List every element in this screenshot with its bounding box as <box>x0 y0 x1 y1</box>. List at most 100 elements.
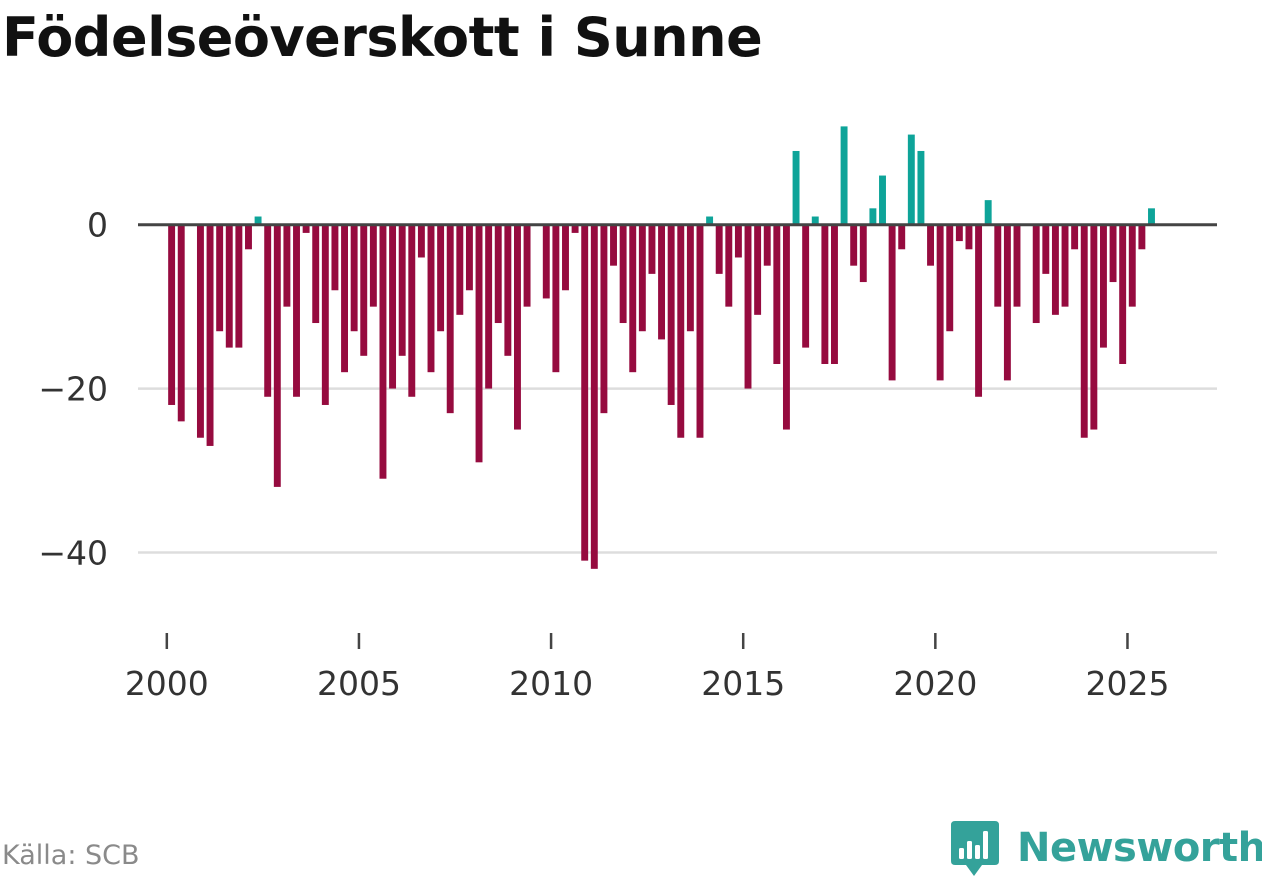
bar-2001-q2 <box>216 224 224 332</box>
bar-2002-q3 <box>264 224 272 397</box>
bar-2015-q1 <box>744 224 752 389</box>
bar-2001-q3 <box>225 224 233 348</box>
bar-2013-q1 <box>667 224 675 405</box>
bar-2000-q4 <box>196 224 204 438</box>
x-axis: 2000 2005 2010 2015 2020 2025 <box>125 633 1169 703</box>
bar-2006-q2 <box>408 224 416 397</box>
bar-2001-q4 <box>235 224 243 348</box>
bar-2014-q1 <box>706 216 714 225</box>
bar-2009-q1 <box>514 224 521 430</box>
bar-2006-q4 <box>427 224 435 373</box>
bar-2000-q1 <box>168 224 176 405</box>
bar-2020-q2 <box>946 224 954 332</box>
bar-2017-q3 <box>840 126 848 225</box>
bar-2004-q1 <box>321 224 329 405</box>
bars <box>168 126 1155 569</box>
bar-2016-q3 <box>802 224 810 348</box>
chart-title: Födelseöverskott i Sunne <box>2 6 763 69</box>
bar-2025-q1 <box>1128 224 1136 307</box>
bar-2007-q3 <box>456 224 464 315</box>
bar-2017-q1 <box>821 224 829 364</box>
bar-2018-q1 <box>859 224 867 283</box>
bar-2014-q3 <box>725 224 733 307</box>
bar-2008-q4 <box>504 224 512 356</box>
bar-2023-q4 <box>1080 224 1088 438</box>
source-label: Källa: SCB <box>2 840 140 871</box>
bar-2009-q4 <box>542 224 550 299</box>
bar-2025-q3 <box>1148 208 1155 225</box>
bar-2014-q4 <box>734 224 742 258</box>
bar-2003-q4 <box>312 224 320 324</box>
bar-2023-q3 <box>1071 224 1079 250</box>
bar-2024-q3 <box>1109 224 1117 283</box>
x-tick-label: 2005 <box>317 664 401 703</box>
bar-2019-q1 <box>898 224 906 250</box>
bar-2012-q2 <box>638 224 646 332</box>
x-tick-label: 2010 <box>509 664 593 703</box>
bar-2002-q1 <box>245 224 252 250</box>
bar-2007-q1 <box>437 224 445 332</box>
bar-2021-q3 <box>994 224 1002 307</box>
bar-2008-q3 <box>494 224 502 324</box>
bar-2011-q4 <box>619 224 627 324</box>
bar-2010-q4 <box>581 224 589 561</box>
bar-2020-q4 <box>965 224 973 250</box>
bar-2011-q2 <box>600 224 608 414</box>
bar-2018-q4 <box>888 224 896 381</box>
bar-2024-q2 <box>1099 224 1107 348</box>
bar-2009-q2 <box>523 224 531 307</box>
bar-2020-q3 <box>955 224 963 242</box>
bar-2013-q2 <box>677 224 685 438</box>
bar-2017-q4 <box>850 224 858 266</box>
bar-2005-q4 <box>389 224 397 389</box>
bar-2005-q1 <box>360 224 368 356</box>
bar-2024-q1 <box>1090 224 1098 430</box>
bar-2022-q4 <box>1042 224 1050 274</box>
bar-2018-q2 <box>869 208 877 225</box>
bar-2006-q1 <box>398 224 406 356</box>
bar-2012-q4 <box>658 224 666 340</box>
bar-2016-q4 <box>811 216 819 225</box>
bar-2015-q3 <box>763 224 771 266</box>
bar-2018-q3 <box>879 175 886 225</box>
bar-2011-q1 <box>590 224 598 569</box>
bar-2019-q2 <box>907 134 915 225</box>
bar-2003-q3 <box>302 224 310 233</box>
x-tick-label: 2000 <box>125 664 209 703</box>
bar-2022-q3 <box>1032 224 1040 324</box>
bar-2013-q3 <box>686 224 694 332</box>
bar-2019-q3 <box>917 150 925 225</box>
bar-2005-q2 <box>369 224 377 307</box>
brand: Newsworthy <box>950 818 1262 878</box>
x-tick-label: 2025 <box>1085 664 1169 703</box>
bar-2002-q2 <box>254 216 262 225</box>
bar-2021-q4 <box>1003 224 1011 381</box>
bar-2010-q2 <box>562 224 569 291</box>
bar-2015-q4 <box>773 224 781 364</box>
x-tick-label: 2020 <box>893 664 977 703</box>
bar-2000-q2 <box>177 224 185 422</box>
bar-2007-q2 <box>446 224 454 414</box>
y-axis: 0 −20 −40 <box>38 206 108 573</box>
bar-2005-q3 <box>379 224 387 479</box>
bar-2020-q1 <box>936 224 944 381</box>
bar-2007-q4 <box>465 224 473 291</box>
bar-2015-q2 <box>754 224 762 315</box>
bar-2017-q2 <box>831 224 838 364</box>
y-tick-label: 0 <box>87 206 108 245</box>
bar-2001-q1 <box>206 224 214 446</box>
y-tick-label: −40 <box>38 533 108 572</box>
bar-2002-q4 <box>273 224 281 487</box>
bar-2024-q4 <box>1119 224 1127 364</box>
bar-2004-q3 <box>341 224 348 373</box>
bar-2008-q1 <box>475 224 483 463</box>
bar-2003-q2 <box>293 224 300 397</box>
bar-2008-q2 <box>485 224 493 389</box>
newsworthy-logo-icon <box>951 821 999 876</box>
bar-2023-q2 <box>1061 224 1069 307</box>
bar-2022-q1 <box>1013 224 1021 307</box>
bar-2021-q2 <box>984 200 992 225</box>
bar-2016-q2 <box>792 150 800 225</box>
bar-2012-q3 <box>648 224 656 274</box>
